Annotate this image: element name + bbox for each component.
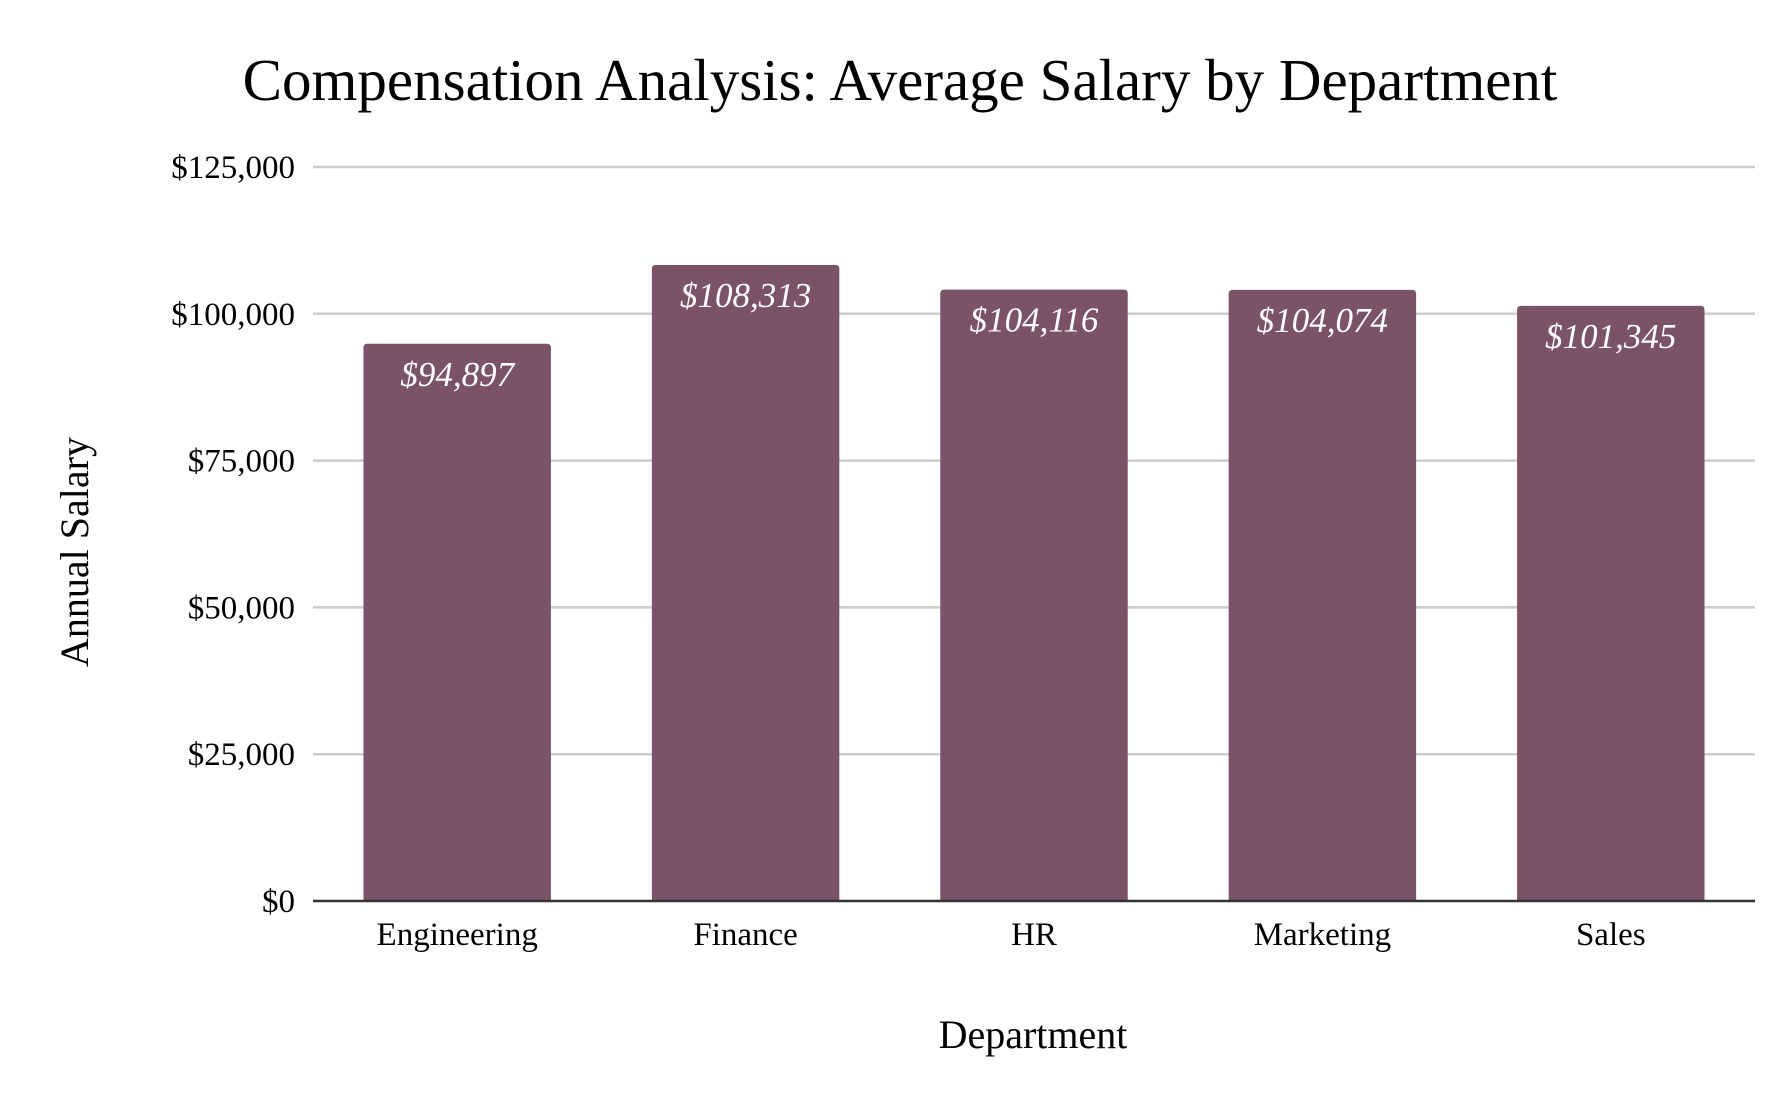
- y-tick-label: $25,000: [188, 737, 295, 773]
- y-tick-label: $125,000: [171, 150, 295, 186]
- data-label: $94,897: [400, 355, 515, 394]
- bar-sales: [1517, 305, 1705, 901]
- x-tick-label: Marketing: [1254, 917, 1391, 953]
- x-tick-label: HR: [1011, 917, 1057, 953]
- y-tick-label: $75,000: [188, 444, 295, 480]
- bar-finance: [651, 264, 840, 901]
- x-tick-label: Engineering: [377, 917, 538, 953]
- x-axis-title: Department: [939, 1012, 1128, 1057]
- x-axis-ticks: Engineering Finance HR Marketing Sales: [377, 917, 1646, 953]
- x-tick-label: Sales: [1576, 917, 1646, 953]
- chart-title: Compensation Analysis: Average Salary by…: [243, 47, 1558, 113]
- data-label: $108,313: [680, 276, 811, 315]
- data-label: $101,345: [1545, 317, 1676, 356]
- data-label: $104,116: [970, 301, 1099, 340]
- y-axis-title: Annual Salary: [52, 437, 97, 667]
- bar-engineering: [363, 343, 551, 902]
- y-tick-label: $50,000: [188, 590, 295, 626]
- y-tick-label: $0: [262, 884, 295, 920]
- data-label: $104,074: [1257, 301, 1388, 340]
- bar-hr: [940, 289, 1128, 901]
- y-tick-label: $100,000: [171, 297, 295, 333]
- x-tick-label: Finance: [693, 917, 797, 953]
- bars: $94,897 $108,313 $104,116 $104,074 $101,345: [363, 264, 1705, 902]
- bar-marketing: [1228, 289, 1417, 902]
- y-axis-ticks: $0 $25,000 $50,000 $75,000 $100,000 $125,000: [171, 150, 295, 920]
